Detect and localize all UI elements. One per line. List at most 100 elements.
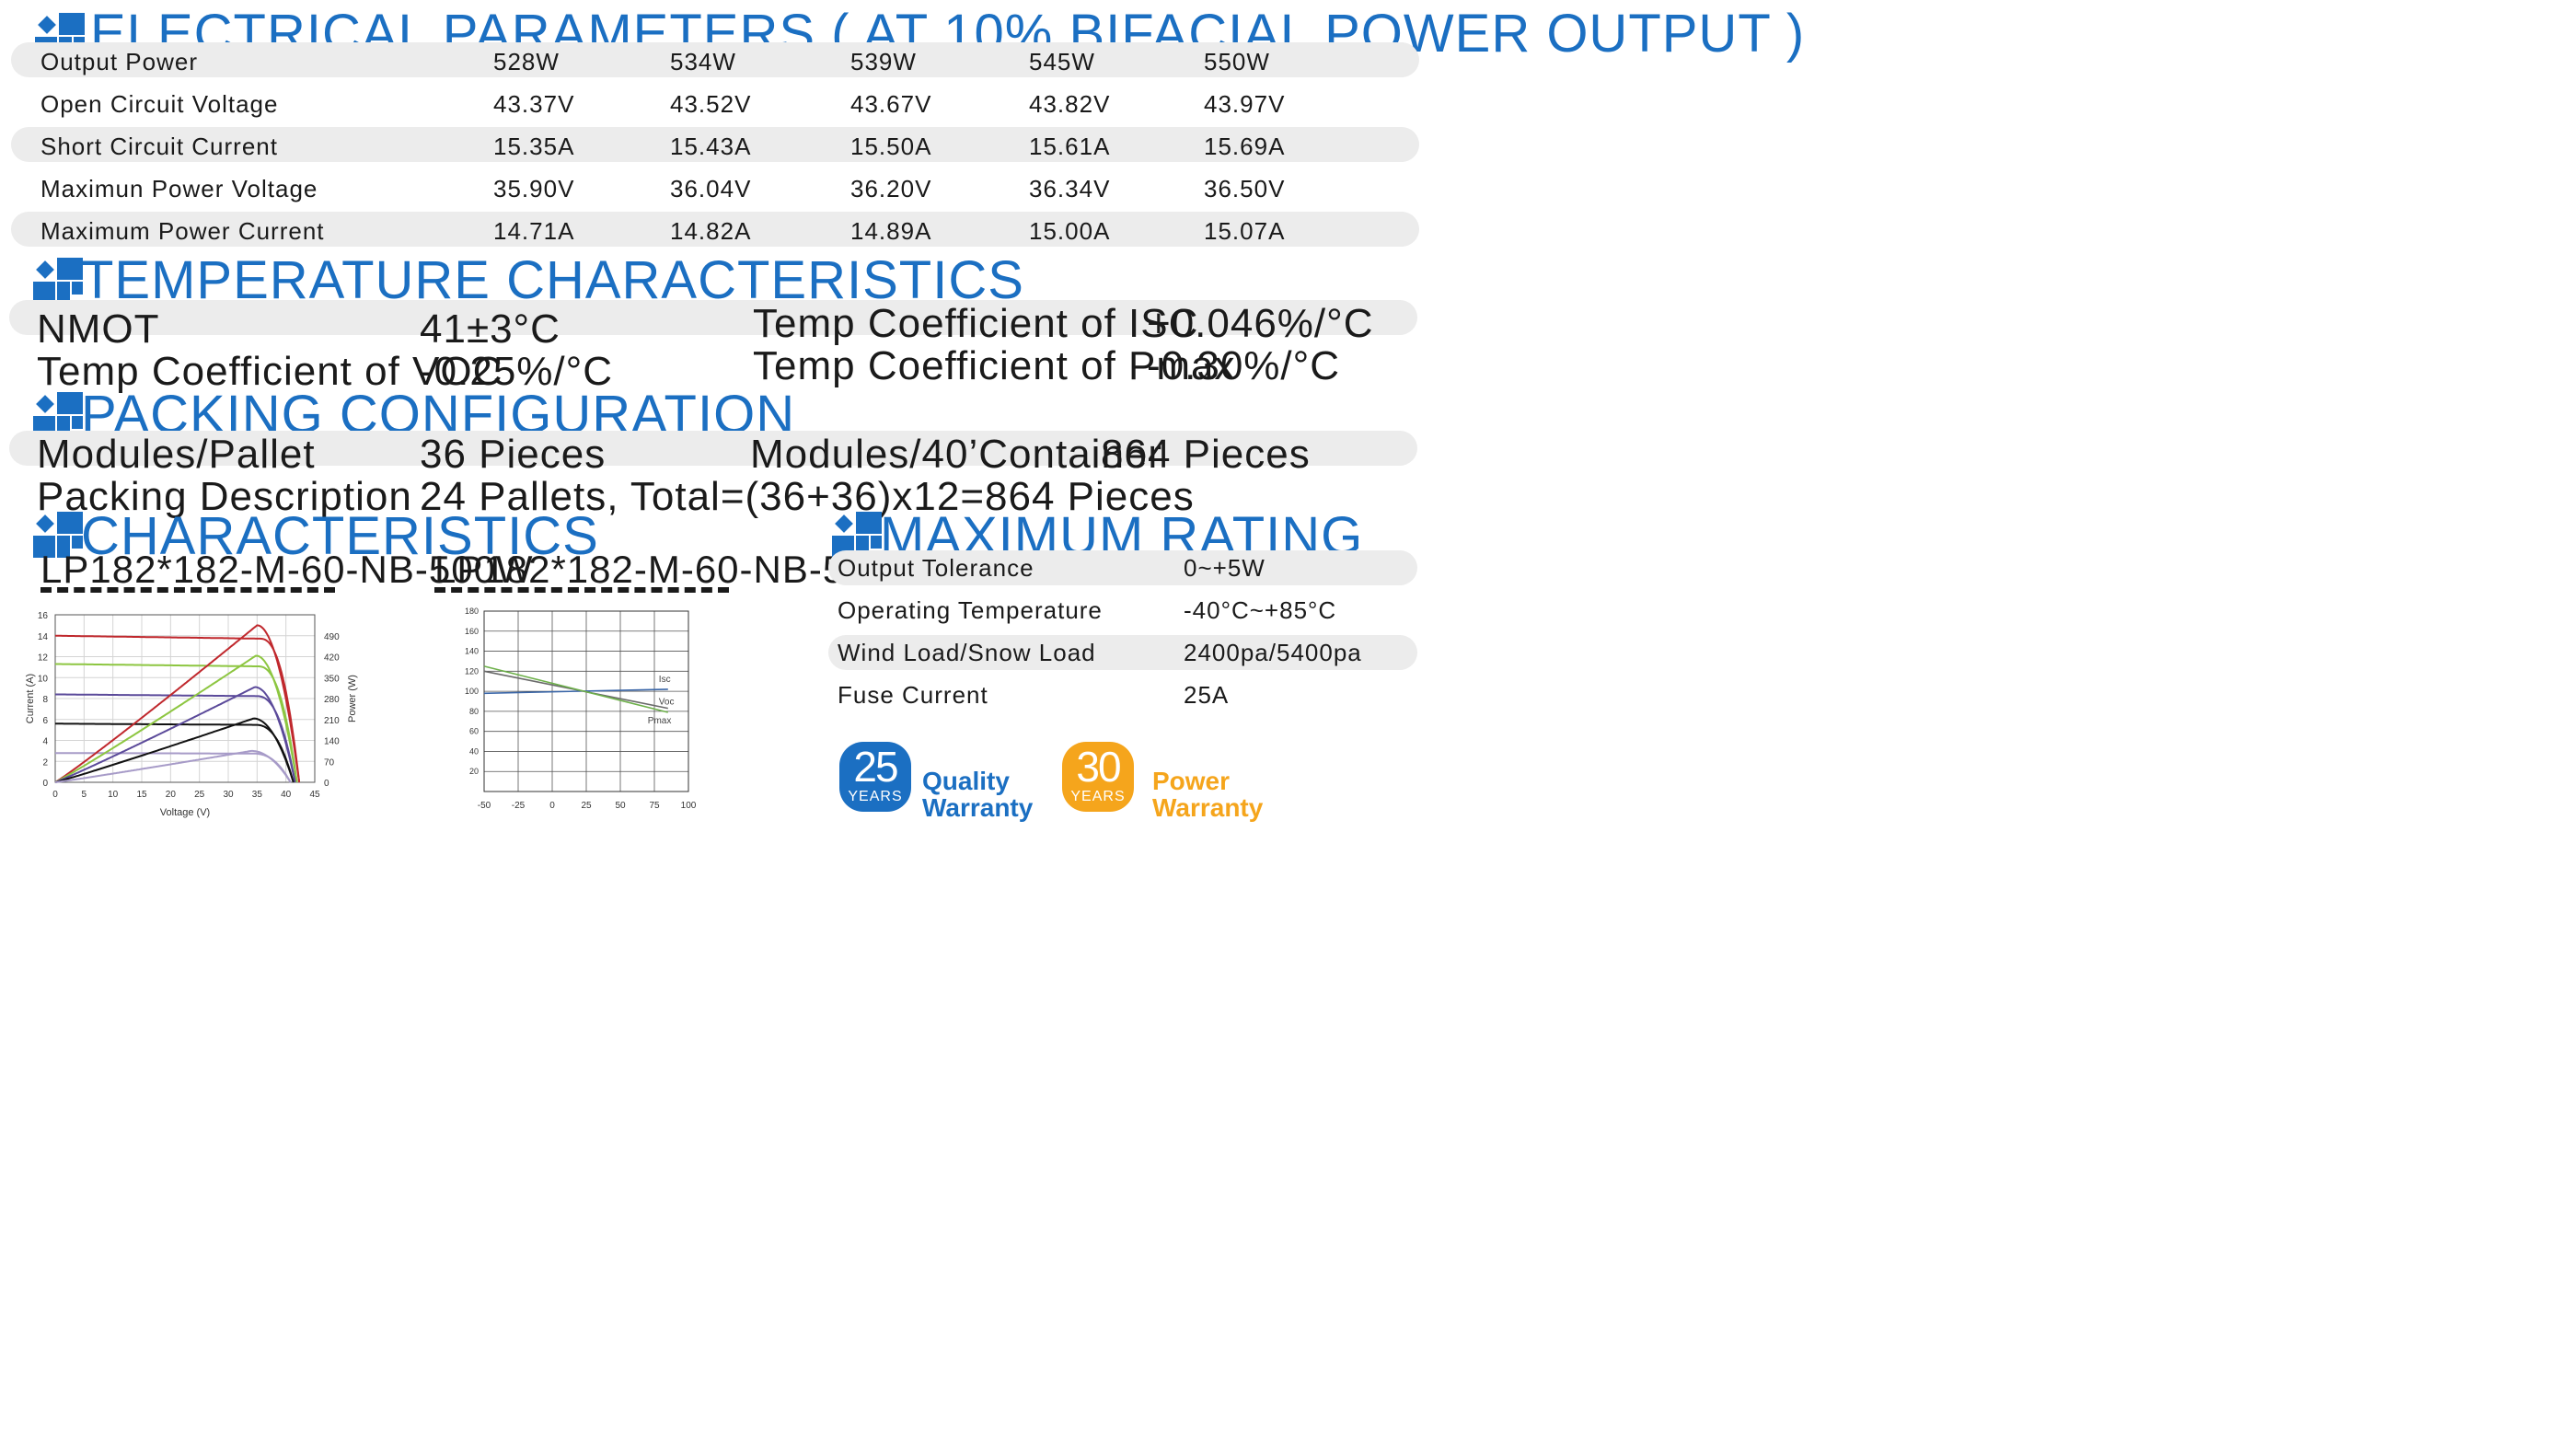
max-rating-value: 0~+5W <box>1184 554 1265 582</box>
electrical-value-cell: 43.67V <box>850 90 932 118</box>
x-tick-label: 0 <box>52 790 58 800</box>
series-line <box>483 688 668 695</box>
row-band <box>828 635 1417 670</box>
electrical-value-cell: 14.71A <box>493 217 575 245</box>
power-curve <box>54 749 292 783</box>
series-line <box>483 665 668 713</box>
x-tick-label: 75 <box>649 801 660 811</box>
series-label: Isc <box>659 675 671 685</box>
power-curve <box>54 717 295 783</box>
packing-description-value: 24 Pallets, Total=(36+36)x12=864 Pieces <box>420 474 1195 519</box>
packing-description-label: Packing Description <box>37 474 412 519</box>
max-rating-label: Fuse Current <box>838 681 988 709</box>
characteristics-section-title: CHARACTERISTICS <box>81 506 599 566</box>
max-rating-value: -40°C~+85°C <box>1184 596 1337 624</box>
modules-pallet-label: Modules/Pallet <box>37 432 316 477</box>
x-tick-label: -25 <box>512 801 526 811</box>
power-warranty-line2: Warranty <box>1152 793 1264 823</box>
row-band <box>9 300 1417 335</box>
modules-container-value: 864 Pieces <box>1101 432 1311 477</box>
temp-coef-pmax-value: -0.30%/°C <box>1147 343 1341 388</box>
y-tick-label: 60 <box>469 727 479 736</box>
row-band <box>9 431 1417 466</box>
y-tick-label: 12 <box>38 653 49 664</box>
electrical-value-cell: 35.90V <box>493 175 575 202</box>
section-grid-icon <box>832 512 882 558</box>
max-rating-label: Operating Temperature <box>838 596 1103 624</box>
electrical-value-cell: 545W <box>1029 48 1095 75</box>
x-tick-label: 5 <box>82 790 87 800</box>
electrical-row-label: Maximum Power Current <box>40 217 325 245</box>
x-tick-label: 15 <box>136 790 147 800</box>
y2-tick-label: 280 <box>324 695 340 705</box>
iv-curve <box>55 634 301 783</box>
quality-warranty-years-label: YEARS <box>848 789 903 804</box>
y-tick-label: 2 <box>42 757 48 768</box>
max-rating-value: 25A <box>1184 681 1230 709</box>
electrical-value-cell: 14.89A <box>850 217 932 245</box>
electrical-value-cell: 15.43A <box>670 133 752 160</box>
row-band <box>828 550 1417 585</box>
y-tick-label: 80 <box>469 707 479 716</box>
x-tick-label: 50 <box>615 801 626 811</box>
electrical-row-label: Maximun Power Voltage <box>40 175 318 202</box>
temperature-section-title: TEMPERATURE CHARACTERISTICS <box>81 250 1024 310</box>
electrical-value-cell: 36.50V <box>1204 175 1286 202</box>
electrical-value-cell: 43.82V <box>1029 90 1111 118</box>
x-tick-label: 100 <box>681 801 697 811</box>
y-tick-label: 20 <box>469 767 479 776</box>
electrical-row-label: Output Power <box>40 48 198 75</box>
temperature-dependence-chart: 20 40 60 80 100 120 140 160 180 -50 -25 0 25 50 75 100 I… <box>465 607 697 811</box>
y-tick-label: 100 <box>465 687 479 696</box>
electrical-value-cell: 15.69A <box>1204 133 1286 160</box>
electrical-value-cell: 528W <box>493 48 560 75</box>
x-tick-label: 25 <box>581 801 592 811</box>
electrical-value-cell: 43.97V <box>1204 90 1286 118</box>
chart2-dashed-rule <box>434 587 729 593</box>
power-warranty-badge: 30 YEARS <box>1062 742 1134 812</box>
section-grid-icon <box>33 392 83 438</box>
power-warranty-line1: Power <box>1152 767 1231 795</box>
section-grid-icon <box>33 512 83 558</box>
y-tick-label: 6 <box>42 716 48 726</box>
electrical-value-cell: 15.50A <box>850 133 932 160</box>
y2-tick-label: 490 <box>324 632 340 642</box>
row-band <box>11 212 1419 247</box>
power-curve <box>54 624 301 783</box>
quality-warranty-line1: Quality <box>922 767 1010 795</box>
y-tick-label: 40 <box>469 746 479 756</box>
electrical-row-label: Short Circuit Current <box>40 133 278 160</box>
x-tick-label: 35 <box>252 790 263 800</box>
max-rating-label: Output Tolerance <box>838 554 1034 582</box>
power-curve <box>54 686 296 783</box>
section-grid-icon <box>33 258 83 304</box>
electrical-value-cell: 43.52V <box>670 90 752 118</box>
electrical-value-cell: 36.34V <box>1029 175 1111 202</box>
y2-tick-label: 140 <box>324 737 340 747</box>
y-tick-label: 14 <box>38 632 49 642</box>
quality-warranty-years: 25 <box>853 743 898 791</box>
power-curve <box>54 654 298 783</box>
y-axis-label: Current (A) <box>25 674 36 723</box>
max-rating-label: Wind Load/Snow Load <box>838 639 1096 666</box>
y2-tick-label: 70 <box>324 757 335 768</box>
power-warranty-years-label: YEARS <box>1070 789 1126 804</box>
y-tick-label: 0 <box>42 779 48 789</box>
plot-frame <box>483 610 689 792</box>
max-rating-value: 2400pa/5400pa <box>1184 639 1362 666</box>
y-tick-label: 8 <box>42 695 48 705</box>
electrical-value-cell: 43.37V <box>493 90 575 118</box>
y-tick-label: 10 <box>38 674 49 684</box>
y2-tick-label: 210 <box>324 716 340 726</box>
y2-tick-label: 0 <box>324 779 329 789</box>
x-tick-label: 40 <box>281 790 292 800</box>
electrical-value-cell: 15.61A <box>1029 133 1111 160</box>
x-tick-label: -50 <box>478 801 491 811</box>
y-tick-label: 4 <box>42 737 48 747</box>
y2-tick-label: 420 <box>324 653 340 664</box>
iv-curve <box>55 722 295 783</box>
temp-coef-isc-value: +0.046%/°C <box>1147 301 1374 346</box>
electrical-value-cell: 550W <box>1204 48 1270 75</box>
chart1-title: LP182*182-M-60-NB-500W <box>40 548 534 591</box>
x-tick-label: 25 <box>194 790 205 800</box>
